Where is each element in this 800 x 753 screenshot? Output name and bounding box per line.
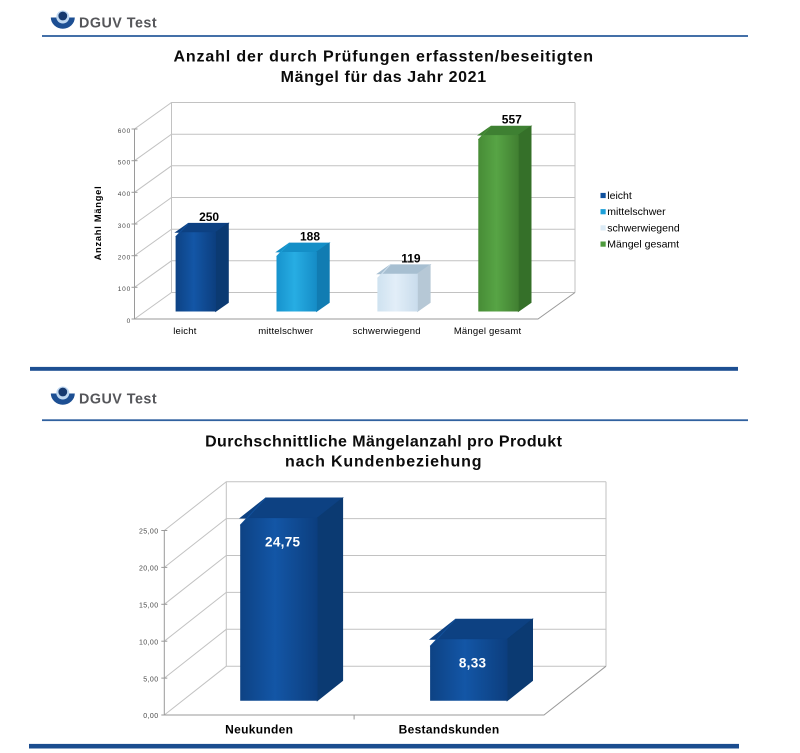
svg-text:8,33: 8,33: [459, 656, 487, 671]
svg-text:leicht: leicht: [173, 326, 197, 337]
svg-text:119: 119: [401, 251, 421, 265]
svg-text:5,00: 5,00: [143, 676, 158, 683]
svg-text:400: 400: [118, 191, 131, 198]
svg-text:Anzahl Mängel: Anzahl Mängel: [93, 186, 103, 261]
svg-text:leicht: leicht: [607, 190, 632, 202]
svg-text:Bestandskunden: Bestandskunden: [399, 723, 500, 737]
svg-text:Neukunden: Neukunden: [225, 723, 293, 737]
svg-text:schwerwiegend: schwerwiegend: [607, 222, 680, 234]
svg-text:500: 500: [118, 160, 131, 167]
svg-text:20,00: 20,00: [139, 566, 159, 573]
svg-text:200: 200: [118, 255, 131, 262]
svg-text:300: 300: [118, 223, 131, 230]
svg-text:nach Kundenbeziehung: nach Kundenbeziehung: [285, 454, 482, 471]
svg-text:schwerwiegend: schwerwiegend: [353, 326, 421, 337]
svg-text:100: 100: [118, 286, 131, 293]
svg-text:Mängel gesamt: Mängel gesamt: [454, 326, 522, 337]
svg-text:25,00: 25,00: [139, 529, 159, 536]
svg-text:557: 557: [502, 113, 522, 127]
svg-text:250: 250: [199, 210, 219, 224]
svg-text:0,00: 0,00: [143, 713, 158, 720]
svg-text:mittelschwer: mittelschwer: [607, 206, 666, 218]
svg-text:24,75: 24,75: [265, 534, 300, 549]
svg-text:600: 600: [118, 128, 131, 135]
svg-text:mittelschwer: mittelschwer: [258, 326, 313, 337]
svg-text:15,00: 15,00: [139, 603, 159, 610]
svg-text:Durchschnittliche Mängelanzahl: Durchschnittliche Mängelanzahl pro Produ…: [205, 434, 562, 451]
svg-text:10,00: 10,00: [139, 639, 159, 646]
svg-text:0: 0: [127, 318, 131, 325]
svg-text:Anzahl der durch Prüfungen erf: Anzahl der durch Prüfungen erfassten/bes…: [173, 49, 593, 66]
svg-text:188: 188: [300, 230, 320, 244]
svg-text:Mängel für das Jahr 2021: Mängel für das Jahr 2021: [281, 69, 487, 86]
svg-text:Mängel gesamt: Mängel gesamt: [607, 239, 679, 251]
